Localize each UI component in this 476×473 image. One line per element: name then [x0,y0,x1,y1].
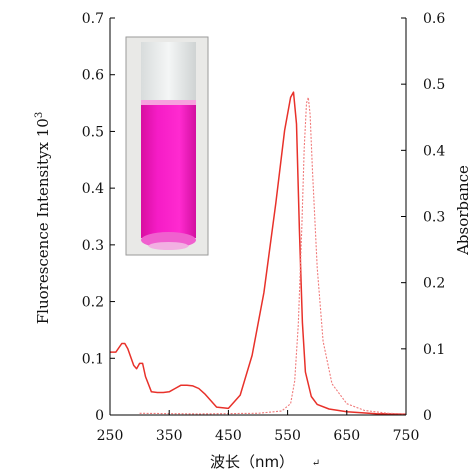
y-tick-label-left: 0 [95,408,104,424]
y-tick-label-left: 0.3 [82,238,104,254]
y-tick-label-right: 0.3 [423,210,445,226]
y-tick-label-right: 0.2 [423,276,445,292]
series-layer [110,91,407,416]
y-axis-label-right: Absorbance [454,165,472,256]
y-tick-label-right: 0 [423,408,432,424]
x-tick-label: 350 [156,428,183,444]
x-tick-label: 550 [274,428,301,444]
y-axis-label-text: Fluorescence Intensityx 10 [34,118,52,324]
y-tick-label-right: 0.4 [423,143,445,159]
y-tick-label-left: 0.7 [82,11,104,27]
y-tick-label-right: 0.6 [423,11,445,27]
x-tick-label: 650 [333,428,360,444]
y-tick-label-left: 0.2 [82,295,104,311]
axes: 0 0.1 0.2 0.3 0.4 0.5 0.6 0.7 0 0.1 0.2 0.3 0.4 0.5 0.… [34,11,472,471]
y-axis-label-exponent: 3 [34,112,45,118]
cuvette-photo [125,36,209,256]
y-tick-label-right: 0.1 [423,342,445,358]
absorbance-line [110,91,407,416]
x-tick-label: 250 [97,428,124,444]
y-axis-label-left: Fluorescence Intensityx 103 [34,112,52,324]
x-tick-label: 750 [393,428,420,444]
fluorescence-line [139,96,407,415]
y-tick-label-left: 0.5 [82,124,104,140]
y-tick-label-left: 0.6 [82,68,104,84]
y-tick-label-left: 0.1 [82,351,104,367]
y-tick-label-right: 0.5 [423,77,445,93]
x-axis-label: 波长（nm） [210,453,294,471]
y-tick-label-left: 0.4 [82,181,104,197]
x-tick-label: 450 [215,428,242,444]
x-axis-label-mark: ↵ [312,458,320,469]
